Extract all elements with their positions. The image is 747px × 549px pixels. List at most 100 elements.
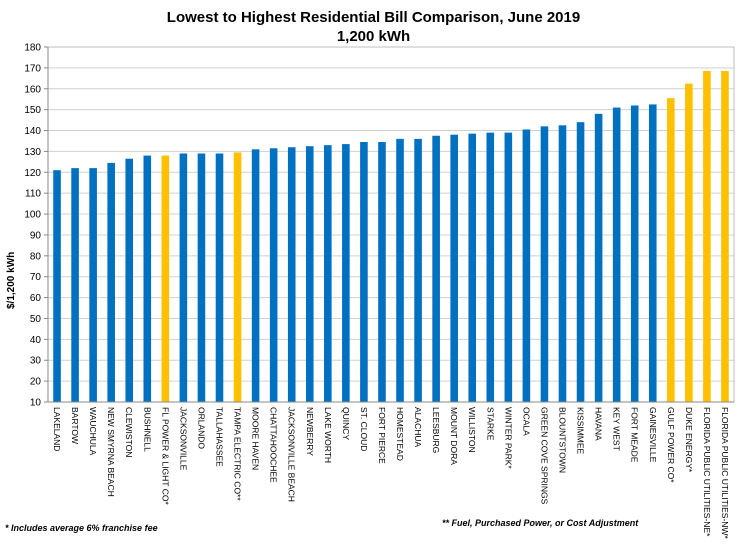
y-tick-label: 20 xyxy=(30,377,42,388)
footnote-fuel-adjustment: ** Fuel, Purchased Power, or Cost Adjust… xyxy=(442,518,639,528)
y-tick-label: 120 xyxy=(24,168,41,179)
bar xyxy=(233,152,242,402)
x-tick-label: NEWBERRY xyxy=(305,407,315,456)
x-tick-label: BUSHNELL xyxy=(142,407,152,452)
y-tick-label: 10 xyxy=(30,398,42,409)
x-tick-label: WAUCHULA xyxy=(88,407,98,456)
y-tick-label: 140 xyxy=(24,126,41,137)
x-tick-label: MOORE HAVEN xyxy=(251,407,261,470)
x-tick-label: STARKE xyxy=(485,407,495,441)
bar xyxy=(468,133,477,403)
x-tick-label: JACKSONVILLE BEACH xyxy=(287,407,297,502)
bar xyxy=(215,153,224,402)
x-tick-label: KISSIMMEE xyxy=(576,407,586,455)
x-tick-label: OCALA xyxy=(521,407,531,436)
chart-subtitle: 1,200 kWh xyxy=(336,28,411,45)
x-tick-label: JACKSONVILLE xyxy=(178,407,188,471)
bar xyxy=(269,148,278,402)
bar xyxy=(522,129,531,402)
x-tick-label: LAKELAND xyxy=(52,407,62,451)
bar xyxy=(504,132,513,402)
bar xyxy=(342,144,350,402)
bar xyxy=(576,122,585,403)
y-tick-label: 30 xyxy=(30,356,42,367)
x-tick-label: QUINCY xyxy=(341,407,351,440)
chart-title: Lowest to Highest Residential Bill Compa… xyxy=(166,9,581,26)
x-tick-label: CHATTAHOOCHEE xyxy=(269,407,279,483)
x-tick-label: GULF POWER CO* xyxy=(666,407,676,483)
x-tick-label: LAKE WORTH xyxy=(323,407,333,463)
bar xyxy=(287,147,296,402)
bar xyxy=(305,146,314,402)
x-tick-label: TALLAHASSEE xyxy=(215,407,225,467)
x-tick-label: WILLISTON xyxy=(467,407,477,453)
y-tick-label: 160 xyxy=(24,84,41,95)
y-tick-label: 100 xyxy=(24,210,41,221)
bar xyxy=(125,158,134,402)
x-tick-label: CLEWISTON xyxy=(124,407,134,457)
bar xyxy=(703,71,711,402)
bar xyxy=(594,113,603,402)
y-tick-label: 50 xyxy=(30,314,42,325)
bar xyxy=(685,83,693,402)
bar xyxy=(486,132,495,402)
bar xyxy=(161,155,170,402)
y-tick-label: 60 xyxy=(30,293,42,304)
x-tick-label: BLOUNTSTOWN xyxy=(558,407,568,473)
bar xyxy=(378,142,386,402)
x-tick-label: ALACHUA xyxy=(413,407,423,447)
x-tick-label: FORT PIERCE xyxy=(377,407,387,464)
bar xyxy=(396,138,404,402)
x-tick-label: FLORIDA PUBLIC UTILITIES-NE* xyxy=(702,407,712,537)
bar xyxy=(107,162,115,402)
x-tick-label: GAINESVILLE xyxy=(648,407,658,463)
bar xyxy=(721,71,729,402)
bar xyxy=(540,126,549,403)
bar xyxy=(360,142,368,402)
bar xyxy=(71,168,79,402)
x-tick-label: MOUNT DORA xyxy=(449,407,459,465)
bar xyxy=(630,105,639,403)
bar xyxy=(197,153,206,402)
bar xyxy=(324,145,332,402)
x-tick-label: ORLANDO xyxy=(196,407,206,449)
x-tick-label: FLORIDA PUBLIC UTILITIES-NW* xyxy=(720,407,730,539)
bar xyxy=(450,134,458,403)
bar xyxy=(648,104,657,403)
bar xyxy=(414,138,422,402)
bar xyxy=(612,107,621,402)
y-tick-label: 130 xyxy=(24,147,41,158)
y-axis-label: $/1,200 kWh xyxy=(6,251,17,309)
y-tick-label: 80 xyxy=(30,251,42,262)
bar xyxy=(667,98,675,402)
bar xyxy=(179,153,188,402)
bar xyxy=(251,149,260,402)
x-tick-label: ST. CLOUD xyxy=(359,407,369,451)
x-tick-label: NEW SMYRNA BEACH xyxy=(106,407,116,497)
x-tick-label: KEY WEST xyxy=(612,407,622,451)
y-tick-label: 150 xyxy=(24,105,41,116)
x-tick-label: DUKE ENERGY* xyxy=(684,407,694,473)
y-tick-label: 90 xyxy=(30,230,42,241)
x-tick-label: HAVANA xyxy=(594,407,604,441)
bar xyxy=(53,170,61,402)
x-tick-label: GREEN COVE SPRINGS xyxy=(539,407,549,505)
y-tick-label: 40 xyxy=(30,335,42,346)
footnote-franchise-fee: * Includes average 6% franchise fee xyxy=(5,523,158,533)
y-tick-label: 180 xyxy=(24,43,41,54)
x-tick-label: BARTOW xyxy=(70,407,80,444)
x-tick-label: TAMPA ELECTRIC CO** xyxy=(233,407,243,501)
bar xyxy=(558,125,567,402)
x-tick-label: FORT MEADE xyxy=(630,407,640,463)
bar xyxy=(143,155,152,402)
x-tick-label: HOMESTEAD xyxy=(395,407,405,461)
y-tick-label: 70 xyxy=(30,272,42,283)
y-tick-label: 170 xyxy=(24,63,41,74)
bar xyxy=(432,135,440,402)
x-tick-label: LEESBURG xyxy=(431,407,441,453)
x-tick-label: WINTER PARK* xyxy=(503,407,513,469)
x-tick-label: FL POWER & LIGHT CO* xyxy=(160,407,170,505)
y-tick-label: 110 xyxy=(25,189,41,200)
bar xyxy=(89,168,97,402)
